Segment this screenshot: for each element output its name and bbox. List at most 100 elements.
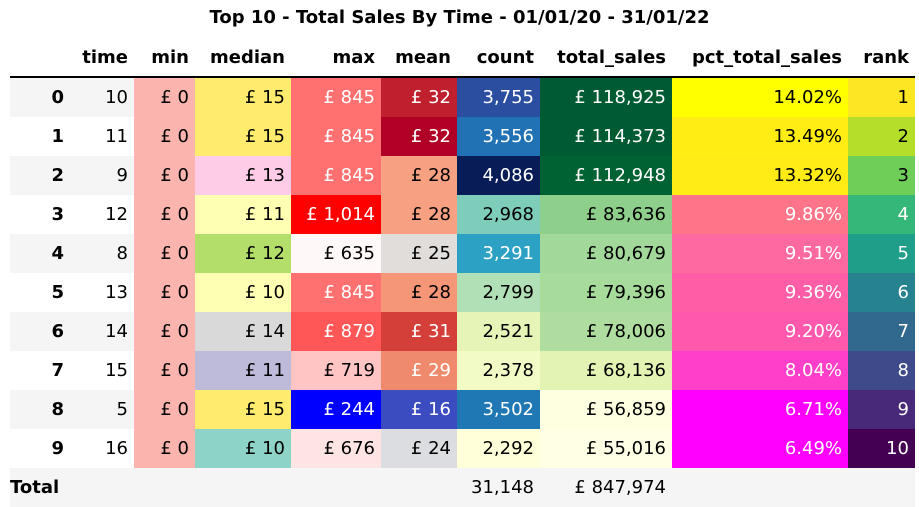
cell-mean: £ 24 [381, 429, 457, 468]
cell-time: 14 [70, 312, 134, 351]
row-index: 9 [51, 438, 64, 459]
total-empty-cell [672, 468, 848, 507]
cell-time: 15 [105, 360, 128, 381]
cell-median: £ 13 [195, 156, 291, 195]
column-header-mean: mean [381, 38, 457, 78]
cell-mean: £ 29 [381, 351, 457, 390]
cell-count: 2,799 [457, 273, 540, 312]
cell-count: 2,292 [457, 429, 540, 468]
cell-rank: 10 [848, 429, 915, 468]
cell-min: £ 0 [134, 312, 195, 351]
cell-max: £ 719 [291, 351, 381, 390]
cell-max: £ 845 [291, 273, 381, 312]
cell-median: £ 12 [195, 234, 291, 273]
row-index: 3 [51, 204, 64, 225]
cell-rank: 8 [848, 351, 915, 390]
cell-pct-total-sales: 14.02% [672, 77, 848, 117]
cell-mean: £ 28 [381, 195, 457, 234]
cell-max: £ 879 [291, 312, 381, 351]
cell-count: 2,521 [457, 312, 540, 351]
cell-total-sales: £ 55,016 [540, 429, 672, 468]
cell-time: 10 [70, 77, 134, 117]
cell-pct-total-sales: 13.49% [672, 117, 848, 156]
cell-count: 2,968 [457, 195, 540, 234]
cell-median: £ 15 [195, 117, 291, 156]
total-count: 31,148 [457, 468, 540, 507]
cell-pct-total-sales: 6.71% [672, 390, 848, 429]
cell-count: 3,556 [457, 117, 540, 156]
cell-max: £ 845 [291, 156, 381, 195]
cell-time: 16 [105, 438, 128, 459]
cell-median: £ 15 [195, 77, 291, 117]
table-row: 9 16 £ 0 £ 10 £ 676 £ 24 2,292 £ 55,016 6.49% 10 [10, 429, 915, 468]
row-index: 6 [10, 312, 70, 351]
cell-count: 3,291 [457, 234, 540, 273]
table-row: 3 12 £ 0 £ 11 £ 1,014 £ 28 2,968 £ 83,636 9.86% 4 [10, 195, 915, 234]
cell-pct-total-sales: 9.20% [672, 312, 848, 351]
cell-time: 9 [70, 156, 134, 195]
column-header-min: min [134, 38, 195, 78]
column-header-count: count [457, 38, 540, 78]
table-row: 8 5 £ 0 £ 15 £ 244 £ 16 3,502 £ 56,859 6.71% 9 [10, 390, 915, 429]
cell-mean: £ 28 [381, 156, 457, 195]
cell-time: 11 [105, 126, 128, 147]
cell-min: £ 0 [134, 234, 195, 273]
cell-total-sales: £ 68,136 [540, 351, 672, 390]
table-row: 7 15 £ 0 £ 11 £ 719 £ 29 2,378 £ 68,136 8.04% 8 [10, 351, 915, 390]
total-label: Total [10, 468, 70, 507]
cell-mean: £ 28 [381, 273, 457, 312]
cell-max: £ 244 [291, 390, 381, 429]
cell-time: 12 [105, 204, 128, 225]
cell-min: £ 0 [134, 351, 195, 390]
cell-rank: 2 [848, 117, 915, 156]
cell-max: £ 635 [291, 234, 381, 273]
table-row: 2 9 £ 0 £ 13 £ 845 £ 28 4,086 £ 112,948 13.32% 3 [10, 156, 915, 195]
cell-rank: 3 [848, 156, 915, 195]
row-index: 2 [10, 156, 70, 195]
cell-median: £ 10 [195, 429, 291, 468]
column-header-median: median [195, 38, 291, 78]
table-row: 1 11 £ 0 £ 15 £ 845 £ 32 3,556 £ 114,373 13.49% 2 [10, 117, 915, 156]
cell-mean: £ 32 [381, 117, 457, 156]
total-empty-cell [70, 468, 134, 507]
cell-total-sales: £ 80,679 [540, 234, 672, 273]
cell-mean: £ 25 [381, 234, 457, 273]
row-index: 8 [10, 390, 70, 429]
cell-mean: £ 31 [381, 312, 457, 351]
cell-rank: 1 [848, 77, 915, 117]
total-empty-cell [848, 468, 915, 507]
cell-time: 5 [70, 390, 134, 429]
total-empty-cell [134, 468, 195, 507]
sales-table: time min median max mean count total_sales pct_… [10, 38, 915, 507]
table-row: 4 8 £ 0 £ 12 £ 635 £ 25 3,291 £ 80,679 9.51% 5 [10, 234, 915, 273]
total-empty-cell [381, 468, 457, 507]
column-header-total-sales: total_sales [540, 38, 672, 78]
row-index: 0 [10, 77, 70, 117]
cell-count: 4,086 [457, 156, 540, 195]
row-index: 1 [51, 126, 64, 147]
cell-total-sales: £ 112,948 [540, 156, 672, 195]
table-row: 5 13 £ 0 £ 10 £ 845 £ 28 2,799 £ 79,396 9.36% 6 [10, 273, 915, 312]
cell-rank: 7 [848, 312, 915, 351]
cell-median: £ 15 [195, 390, 291, 429]
cell-min: £ 0 [134, 429, 195, 468]
table-body: 0 10 £ 0 £ 15 £ 845 £ 32 3,755 £ 118,925 14.02% 1… [10, 77, 915, 507]
row-index: 5 [51, 282, 64, 303]
column-header-rank: rank [848, 38, 915, 78]
cell-max: £ 1,014 [291, 195, 381, 234]
cell-max: £ 845 [291, 77, 381, 117]
cell-max: £ 676 [291, 429, 381, 468]
cell-total-sales: £ 56,859 [540, 390, 672, 429]
cell-median: £ 11 [195, 195, 291, 234]
cell-count: 3,755 [457, 77, 540, 117]
column-header-pct-total-sales: pct_total_sales [672, 38, 848, 78]
cell-mean: £ 16 [381, 390, 457, 429]
cell-time: 13 [105, 282, 128, 303]
cell-rank: 6 [848, 273, 915, 312]
cell-time: 8 [70, 234, 134, 273]
cell-pct-total-sales: 8.04% [672, 351, 848, 390]
cell-min: £ 0 [134, 77, 195, 117]
cell-rank: 5 [848, 234, 915, 273]
column-header-time: time [70, 38, 134, 78]
cell-pct-total-sales: 9.86% [672, 195, 848, 234]
